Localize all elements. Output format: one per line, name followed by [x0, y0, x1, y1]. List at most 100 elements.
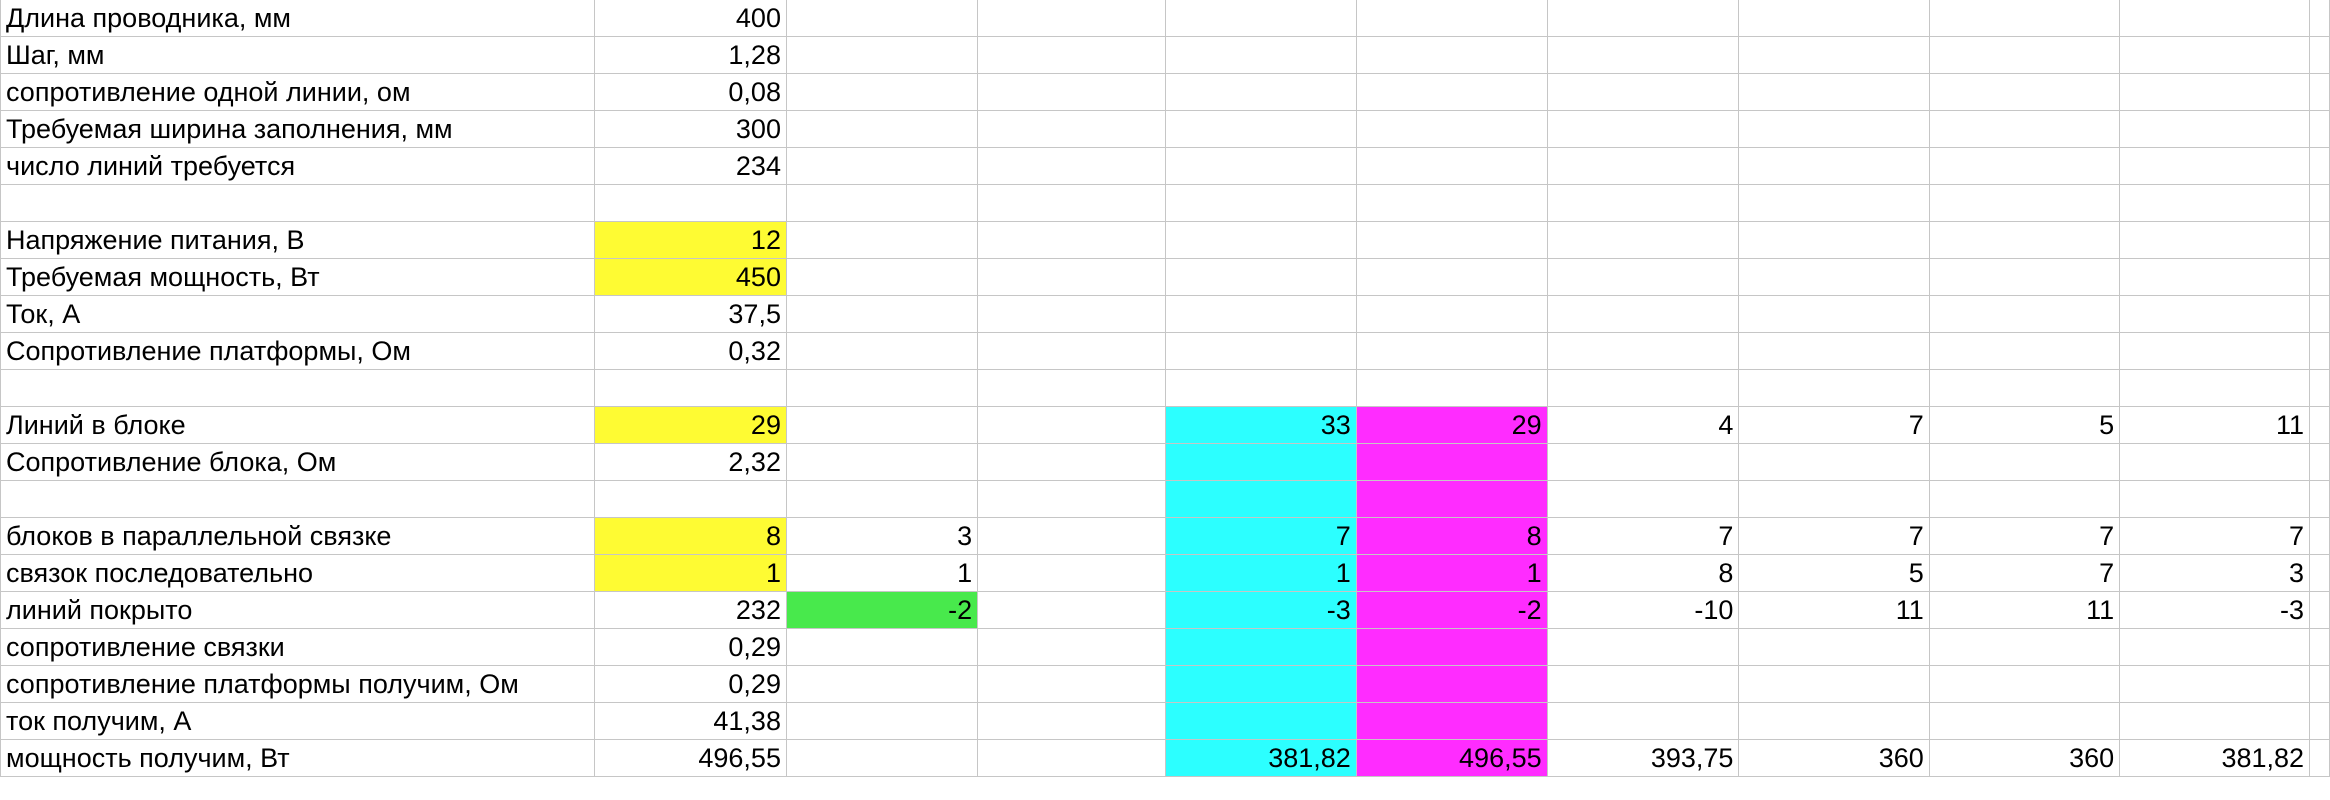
value-cell[interactable] [1164, 73, 1357, 111]
empty-cell[interactable] [2309, 110, 2330, 148]
value-cell[interactable] [1355, 36, 1548, 74]
value-cell[interactable] [1738, 110, 1930, 148]
value-cell[interactable]: 4 [1546, 406, 1740, 444]
value-cell[interactable]: 2,32 [594, 443, 787, 481]
row-label-cell[interactable]: Напряжение питания, В [0, 221, 596, 259]
value-cell[interactable] [1928, 295, 2121, 333]
value-cell[interactable] [1928, 184, 2121, 222]
empty-cell[interactable] [2309, 258, 2330, 296]
value-cell[interactable] [1546, 147, 1740, 185]
row-label-cell[interactable]: мощность получим, Вт [0, 739, 596, 777]
value-cell[interactable] [977, 221, 1166, 259]
value-cell[interactable]: 29 [594, 406, 787, 444]
value-cell[interactable] [977, 73, 1166, 111]
value-cell[interactable] [2119, 73, 2311, 111]
value-cell[interactable]: 0,08 [594, 73, 787, 111]
value-cell[interactable] [1738, 184, 1930, 222]
value-cell[interactable] [2119, 665, 2311, 703]
value-cell[interactable] [1546, 443, 1740, 481]
value-cell[interactable] [785, 406, 979, 444]
value-cell[interactable] [785, 73, 979, 111]
value-cell[interactable] [2119, 702, 2311, 740]
value-cell[interactable] [977, 110, 1166, 148]
value-cell[interactable] [977, 332, 1166, 370]
value-cell[interactable] [1546, 110, 1740, 148]
value-cell[interactable] [785, 184, 979, 222]
row-label-cell[interactable]: Шаг, мм [0, 36, 596, 74]
value-cell[interactable] [2119, 221, 2311, 259]
empty-cell[interactable] [2309, 702, 2330, 740]
value-cell[interactable] [1355, 665, 1548, 703]
value-cell[interactable]: 11 [1738, 591, 1930, 629]
value-cell[interactable]: 0,29 [594, 665, 787, 703]
row-label-cell[interactable]: связок последовательно [0, 554, 596, 592]
value-cell[interactable] [1546, 480, 1740, 518]
value-cell[interactable] [1546, 628, 1740, 666]
value-cell[interactable]: 234 [594, 147, 787, 185]
empty-cell[interactable] [2309, 295, 2330, 333]
row-label-cell[interactable]: Длина проводника, мм [0, 0, 596, 37]
empty-cell[interactable] [2309, 665, 2330, 703]
value-cell[interactable]: 1 [785, 554, 979, 592]
value-cell[interactable] [1355, 369, 1548, 407]
value-cell[interactable]: 7 [1928, 554, 2121, 592]
value-cell[interactable] [785, 332, 979, 370]
value-cell[interactable] [1355, 443, 1548, 481]
value-cell[interactable] [1928, 628, 2121, 666]
value-cell[interactable] [1164, 665, 1357, 703]
row-label-cell[interactable]: Требуемая мощность, Вт [0, 258, 596, 296]
value-cell[interactable]: 8 [1546, 554, 1740, 592]
value-cell[interactable] [1928, 702, 2121, 740]
value-cell[interactable] [1738, 702, 1930, 740]
value-cell[interactable] [2119, 0, 2311, 37]
value-cell[interactable] [1164, 628, 1357, 666]
value-cell[interactable]: -2 [1355, 591, 1548, 629]
value-cell[interactable] [1164, 332, 1357, 370]
value-cell[interactable]: 3 [2119, 554, 2311, 592]
row-label-cell[interactable]: линий покрыто [0, 591, 596, 629]
value-cell[interactable]: 29 [1355, 406, 1548, 444]
value-cell[interactable] [785, 221, 979, 259]
value-cell[interactable] [1928, 480, 2121, 518]
value-cell[interactable]: 7 [1164, 517, 1357, 555]
row-label-cell[interactable]: Сопротивление платформы, Ом [0, 332, 596, 370]
value-cell[interactable] [1738, 295, 1930, 333]
value-cell[interactable]: 0,29 [594, 628, 787, 666]
row-label-cell[interactable]: сопротивление платформы получим, Ом [0, 665, 596, 703]
row-label-cell[interactable]: Ток, А [0, 295, 596, 333]
value-cell[interactable] [1738, 665, 1930, 703]
value-cell[interactable] [1738, 443, 1930, 481]
value-cell[interactable] [785, 739, 979, 777]
value-cell[interactable]: 360 [1738, 739, 1930, 777]
value-cell[interactable] [1355, 702, 1548, 740]
value-cell[interactable] [1546, 665, 1740, 703]
value-cell[interactable] [785, 665, 979, 703]
value-cell[interactable] [977, 628, 1166, 666]
row-label-cell[interactable] [0, 369, 596, 407]
value-cell[interactable] [2119, 369, 2311, 407]
empty-cell[interactable] [2309, 443, 2330, 481]
value-cell[interactable] [1546, 73, 1740, 111]
value-cell[interactable] [977, 443, 1166, 481]
row-label-cell[interactable]: блоков в параллельной связке [0, 517, 596, 555]
value-cell[interactable]: 360 [1928, 739, 2121, 777]
value-cell[interactable] [2119, 628, 2311, 666]
empty-cell[interactable] [2309, 184, 2330, 222]
value-cell[interactable] [1164, 147, 1357, 185]
value-cell[interactable] [977, 739, 1166, 777]
value-cell[interactable] [1164, 0, 1357, 37]
value-cell[interactable] [1355, 258, 1548, 296]
row-label-cell[interactable]: число линий требуется [0, 147, 596, 185]
value-cell[interactable] [1928, 73, 2121, 111]
value-cell[interactable] [1738, 221, 1930, 259]
value-cell[interactable] [2119, 480, 2311, 518]
value-cell[interactable] [977, 184, 1166, 222]
row-label-cell[interactable] [0, 480, 596, 518]
value-cell[interactable]: -2 [785, 591, 979, 629]
value-cell[interactable] [1738, 36, 1930, 74]
value-cell[interactable] [1546, 221, 1740, 259]
value-cell[interactable] [1546, 332, 1740, 370]
value-cell[interactable] [1546, 0, 1740, 37]
value-cell[interactable] [977, 147, 1166, 185]
value-cell[interactable] [1164, 221, 1357, 259]
